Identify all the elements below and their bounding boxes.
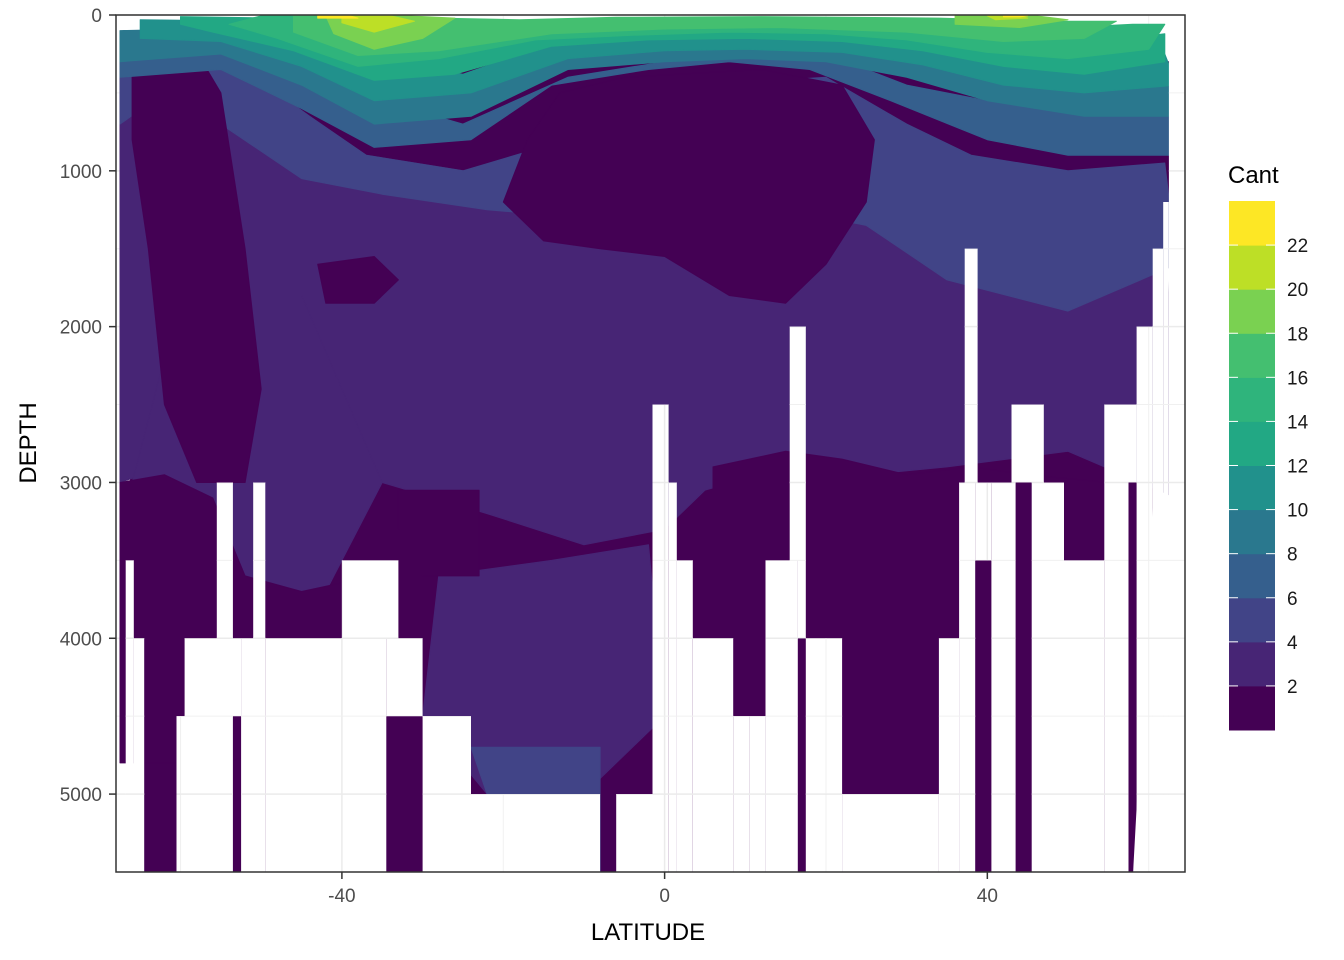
legend-swatch	[1229, 641, 1275, 687]
legend-swatch	[1229, 597, 1275, 643]
legend-swatch	[1229, 201, 1275, 246]
no-data-cell	[1104, 404, 1137, 483]
y-axis-title: DEPTH	[15, 402, 42, 483]
no-data-cell	[341, 560, 399, 639]
no-data-cell	[265, 638, 387, 872]
legend-label: 14	[1287, 412, 1309, 433]
x-tick-label: 40	[977, 886, 998, 907]
y-axis-ticks: 0 1000 2000 3000 4000 5000	[60, 6, 116, 806]
no-data-cell	[668, 482, 677, 872]
contour-region-level-0	[317, 256, 399, 304]
no-data-cell	[789, 326, 806, 561]
no-data-cell	[959, 482, 976, 872]
legend: Cant 2 4 6 8 10 12 14 16 18 20 22	[1228, 162, 1309, 731]
contour-region-level-10	[341, 15, 415, 33]
no-data-cell	[797, 560, 806, 639]
legend-label: 22	[1287, 236, 1308, 257]
no-data-cell	[991, 482, 1016, 872]
y-tick-label: 0	[91, 6, 102, 27]
legend-label: 8	[1287, 545, 1298, 566]
contour-region-level-0	[502, 69, 875, 304]
no-data-cell	[938, 638, 960, 872]
y-tick-label: 1000	[60, 162, 102, 183]
legend-label: 10	[1287, 501, 1308, 522]
legend-swatch	[1229, 289, 1275, 334]
y-tick-label: 4000	[60, 629, 102, 650]
legend-swatch	[1229, 421, 1275, 466]
x-axis-ticks: -40 0 40	[328, 872, 998, 907]
no-data-cell	[224, 638, 233, 717]
plot-panel-border	[115, 14, 1186, 873]
contour-region-level-0	[131, 37, 262, 483]
no-data-cell	[1168, 46, 1185, 872]
legend-swatch	[1229, 377, 1275, 422]
legend-swatch	[1229, 685, 1275, 731]
x-tick-label: -40	[328, 886, 355, 907]
y-tick-label: 5000	[60, 785, 102, 806]
no-data-cell	[233, 638, 242, 717]
no-data-cell	[616, 794, 653, 872]
no-data-cell	[471, 794, 601, 872]
x-axis-title: LATITUDE	[591, 919, 705, 946]
legend-label: 6	[1287, 589, 1298, 610]
legend-swatch	[1229, 509, 1275, 555]
legend-swatch	[1229, 245, 1275, 290]
contour-region-level-11	[1003, 15, 1029, 18]
legend-colorbar	[1229, 201, 1275, 731]
legend-label: 18	[1287, 324, 1308, 345]
no-data-cell	[805, 638, 843, 872]
contour-region-level-8	[293, 15, 1117, 56]
no-data-cell	[964, 248, 978, 483]
no-data-cell	[1136, 326, 1153, 872]
legend-swatch	[1229, 333, 1275, 378]
no-data-cell	[692, 638, 734, 872]
no-data-cell	[241, 638, 266, 872]
no-data-cell	[842, 794, 939, 872]
contour-region-level-11	[317, 15, 359, 19]
no-data-cell	[216, 482, 233, 872]
no-data-cell	[386, 638, 423, 717]
legend-swatch	[1229, 553, 1275, 599]
legend-labels: 2 4 6 8 10 12 14 16 18 20 22	[1229, 236, 1309, 698]
legend-label: 12	[1287, 457, 1308, 478]
legend-swatch	[1229, 465, 1275, 511]
no-data-cell	[1011, 404, 1044, 483]
legend-label: 20	[1287, 280, 1308, 301]
y-tick-label: 2000	[60, 318, 102, 339]
no-data-cell	[133, 638, 145, 872]
no-data-cell	[1104, 482, 1129, 872]
y-tick-label: 3000	[60, 473, 102, 494]
legend-title: Cant	[1228, 162, 1279, 189]
legend-label: 16	[1287, 368, 1308, 389]
contour-region-level-0	[397, 489, 480, 577]
legend-label: 2	[1287, 677, 1298, 698]
legend-label: 4	[1287, 633, 1298, 654]
no-data-cell	[975, 482, 992, 561]
x-tick-label: 0	[659, 886, 670, 907]
no-data-cell	[1031, 482, 1064, 872]
no-data-cell	[1163, 202, 1169, 872]
